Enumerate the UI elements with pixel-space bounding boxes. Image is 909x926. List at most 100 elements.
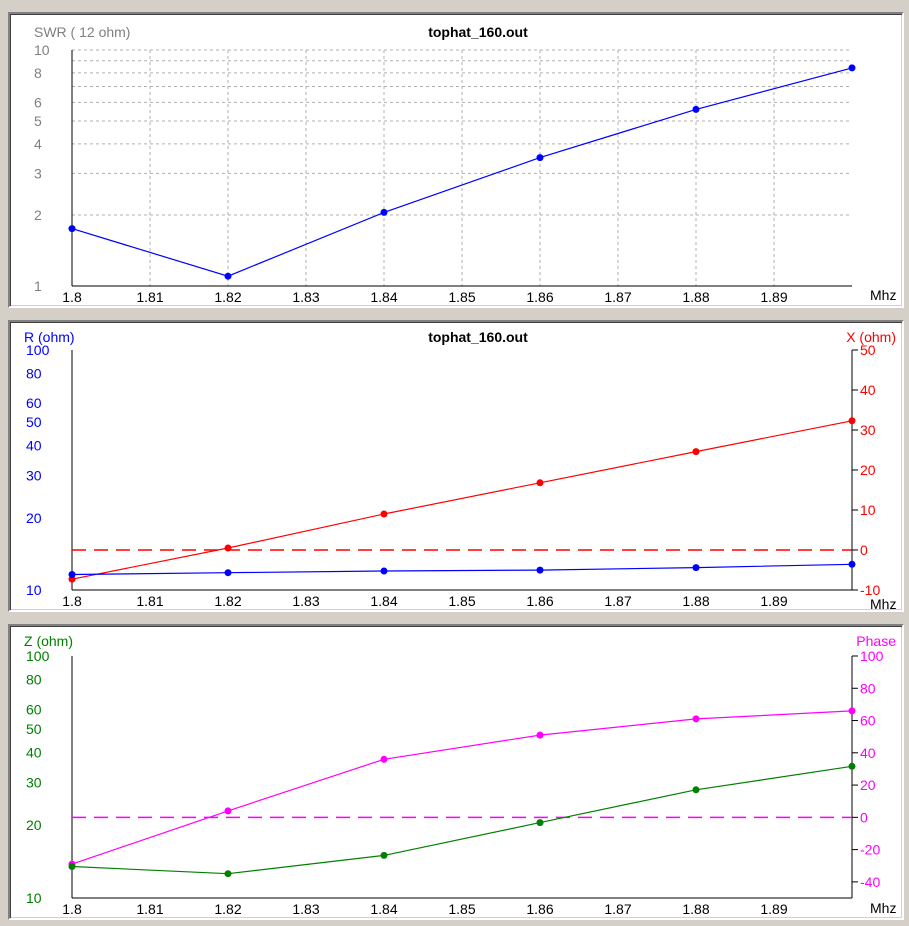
phase-y-tick-label: 0 <box>860 809 868 825</box>
phase-y-tick-label: 20 <box>860 777 876 793</box>
z-y-tick-label: 30 <box>26 775 42 791</box>
rx-chart-panel: R (ohm) tophat_160.out X (ohm) Mhz 1.8 1.… <box>8 320 904 612</box>
swr-x-axis-label: Mhz <box>870 287 896 303</box>
zp-x-tick-label: 1.8 <box>62 901 82 917</box>
r-data-point <box>380 567 388 575</box>
swr-series-line <box>71 67 853 277</box>
phase-y-tick-label: 100 <box>860 648 884 664</box>
phase-y-tick-label: -40 <box>860 874 880 890</box>
z-y-tick-label: 60 <box>26 702 42 718</box>
r-data-point <box>692 564 700 572</box>
zp-x-axis-label: Mhz <box>870 900 896 916</box>
zphase-chart: Z (ohm) Phase Mhz 1.8 1.81 1.82 1.83 1.84 1.8… <box>24 633 896 917</box>
z-data-point <box>224 870 232 878</box>
phase-y-tick-label: 80 <box>860 680 876 696</box>
zp-x-tick-label: 1.84 <box>370 901 397 917</box>
phase-data-point <box>380 755 388 763</box>
z-y-tick-label: 10 <box>26 890 42 906</box>
swr-y-tick-label: 1 <box>34 278 42 294</box>
phase-series-line <box>71 710 853 865</box>
x-data-point <box>224 544 232 552</box>
phase-y-tick-label: -20 <box>860 842 880 858</box>
r-series-line <box>71 563 853 576</box>
swr-x-tick-label: 1.83 <box>292 289 319 305</box>
zp-x-tick-label: 1.82 <box>214 901 241 917</box>
r-data-point <box>224 569 232 577</box>
zp-x-tick-label: 1.83 <box>292 901 319 917</box>
rx-x-tick-label: 1.84 <box>370 593 397 609</box>
swr-data-point <box>380 208 388 216</box>
phase-y-tick-label: 60 <box>860 713 876 729</box>
r-y-tick-label: 60 <box>26 395 42 411</box>
z-data-point <box>536 819 544 827</box>
rx-x-tick-label: 1.83 <box>292 593 319 609</box>
zp-x-tick-label: 1.87 <box>604 901 631 917</box>
swr-chart-title: tophat_160.out <box>428 24 528 40</box>
x-data-point <box>380 510 388 518</box>
swr-y-tick-label: 4 <box>34 136 42 152</box>
z-data-point <box>692 786 700 794</box>
rx-x-tick-label: 1.88 <box>682 593 709 609</box>
z-y-tick-label: 50 <box>26 721 42 737</box>
zp-x-tick-label: 1.81 <box>136 901 163 917</box>
z-series-line <box>71 765 853 875</box>
z-y-tick-label: 100 <box>26 648 50 664</box>
zp-x-tick-label: 1.85 <box>448 901 475 917</box>
swr-x-tick-label: 1.82 <box>214 289 241 305</box>
swr-x-tick-label: 1.84 <box>370 289 397 305</box>
z-data-point <box>380 851 388 859</box>
zphase-chart-panel: Z (ohm) Phase Mhz 1.8 1.81 1.82 1.83 1.84 1.8… <box>8 624 904 920</box>
z-y-tick-label: 20 <box>26 817 42 833</box>
r-y-tick-label: 80 <box>26 365 42 381</box>
zp-x-tick-label: 1.89 <box>760 901 787 917</box>
x-y-tick-label: 40 <box>860 382 876 398</box>
rx-x-tick-label: 1.86 <box>526 593 553 609</box>
swr-x-tick-label: 1.88 <box>682 289 709 305</box>
swr-x-tick-label: 1.81 <box>136 289 163 305</box>
swr-y-tick-label: 6 <box>34 94 42 110</box>
rx-chart: R (ohm) tophat_160.out X (ohm) Mhz 1.8 1.… <box>24 329 896 610</box>
z-y-tick-label: 40 <box>26 744 42 760</box>
r-y-tick-label: 20 <box>26 510 42 526</box>
phase-data-point <box>224 807 232 815</box>
swr-x-tick-label: 1.86 <box>526 289 553 305</box>
z-y-axis-label: Z (ohm) <box>24 633 73 649</box>
z-data-point <box>68 863 76 870</box>
z-y-tick-label: 80 <box>26 671 42 687</box>
rx-x-axis-label: Mhz <box>870 596 896 610</box>
swr-y-tick-label: 8 <box>34 65 42 81</box>
swr-data-point <box>536 154 544 162</box>
phase-y-axis-label: Phase <box>856 633 896 649</box>
swr-y-tick-label: 3 <box>34 165 42 181</box>
r-y-tick-label: 40 <box>26 438 42 454</box>
rx-x-tick-label: 1.89 <box>760 593 787 609</box>
swr-x-tick-label: 1.87 <box>604 289 631 305</box>
x-y-tick-label: 50 <box>860 342 876 358</box>
swr-data-point <box>692 105 700 113</box>
r-data-point <box>68 571 76 578</box>
phase-data-point <box>536 731 544 739</box>
swr-data-point <box>68 225 76 233</box>
phase-y-tick-label: 40 <box>860 745 876 761</box>
x-y-tick-label: 30 <box>860 422 876 438</box>
swr-y-axis-label: SWR ( 12 ohm) <box>34 24 130 40</box>
rx-chart-title: tophat_160.out <box>428 329 528 345</box>
swr-y-tick-label: 2 <box>34 207 42 223</box>
zp-x-tick-label: 1.88 <box>682 901 709 917</box>
x-y-tick-label: 20 <box>860 462 876 478</box>
swr-chart: SWR ( 12 ohm) tophat_160.out Mhz 1.8 1.81… <box>34 24 896 305</box>
x-data-point <box>536 479 544 487</box>
swr-y-tick-label: 10 <box>34 42 50 58</box>
phase-data-point <box>848 707 856 715</box>
r-y-tick-label: 10 <box>26 582 42 598</box>
r-y-axis-label: R (ohm) <box>24 329 75 345</box>
r-y-tick-label: 50 <box>26 414 42 430</box>
r-data-point <box>848 560 856 568</box>
swr-x-tick-label: 1.85 <box>448 289 475 305</box>
x-y-tick-label: 10 <box>860 502 876 518</box>
x-y-tick-label: 0 <box>860 542 868 558</box>
rx-x-tick-label: 1.81 <box>136 593 163 609</box>
rx-x-tick-label: 1.85 <box>448 593 475 609</box>
swr-x-tick-label: 1.89 <box>760 289 787 305</box>
zp-x-tick-label: 1.86 <box>526 901 553 917</box>
